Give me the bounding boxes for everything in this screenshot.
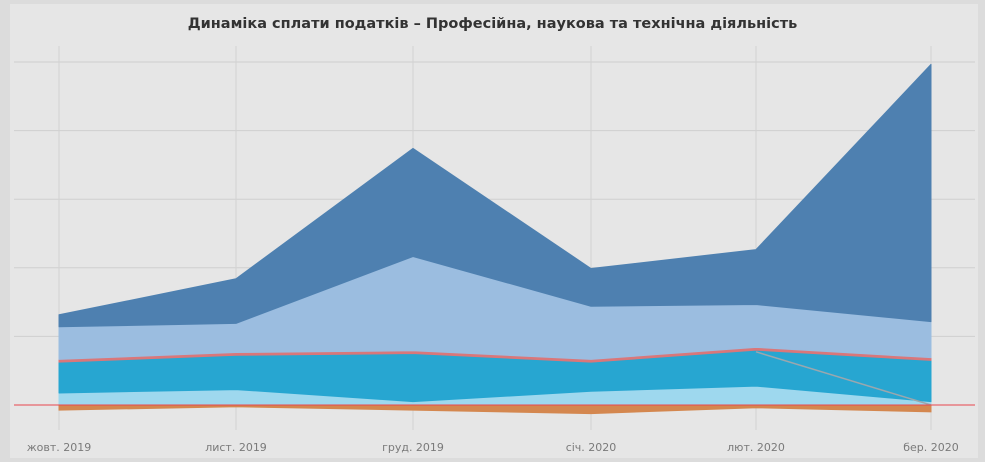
x-axis-ticks: жовт. 2019 лист. 2019 груд. 2019 січ. 2020 л… <box>27 441 959 454</box>
chart-title: Динаміка сплати податків – Професійна, н… <box>187 16 798 32</box>
x-tick-label: жовт. 2019 <box>27 441 92 454</box>
overlay-line-group <box>755 351 932 406</box>
x-tick-label: січ. 2020 <box>566 441 617 454</box>
overlay-line <box>755 351 932 406</box>
x-tick-label: лют. 2020 <box>727 441 785 454</box>
x-tick-label: бер. 2020 <box>903 441 959 454</box>
x-tick-label: груд. 2019 <box>382 441 444 454</box>
x-tick-label: лист. 2019 <box>205 441 267 454</box>
area-series-4 <box>58 63 932 328</box>
stacked-areas <box>58 63 932 415</box>
area-series-negative-0 <box>58 404 932 415</box>
